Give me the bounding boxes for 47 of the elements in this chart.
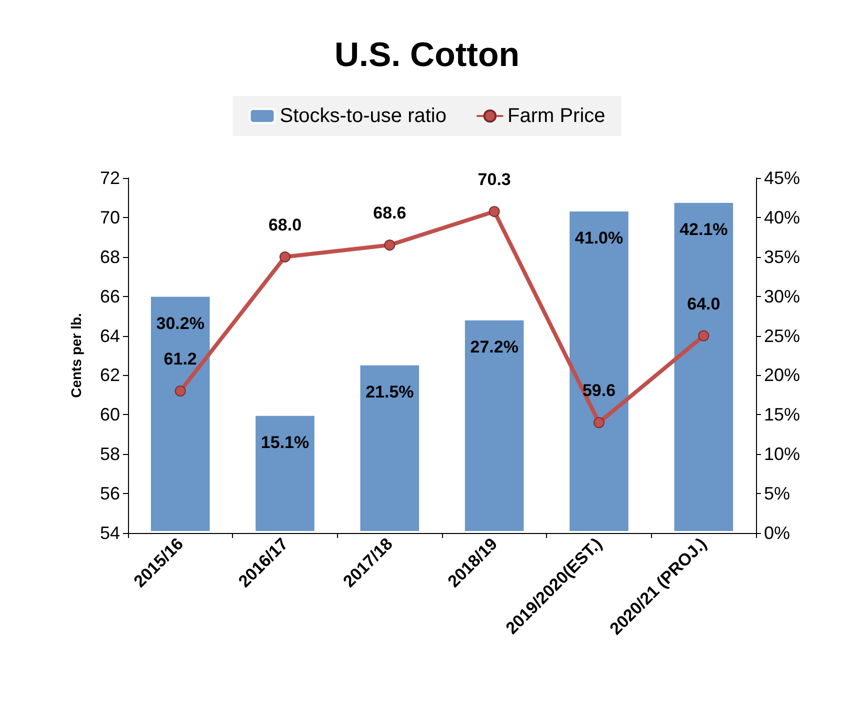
data-label: 15.1% bbox=[260, 432, 310, 452]
chart-title: U.S. Cotton bbox=[334, 36, 520, 74]
legend-label: Farm Price bbox=[507, 105, 606, 127]
legend-label: Stocks-to-use ratio bbox=[280, 105, 446, 127]
point bbox=[174, 386, 186, 396]
y-tick-label: 54 bbox=[100, 523, 120, 543]
data-label: 21.5% bbox=[366, 382, 414, 402]
y-tick-label: 58 bbox=[100, 444, 120, 464]
y2-tick-label: 45% bbox=[764, 168, 800, 188]
data-label: 27.2% bbox=[470, 337, 518, 356]
data-label: 64.0 bbox=[687, 294, 720, 314]
y2-tick-label: 40% bbox=[764, 207, 800, 228]
y-tick-label: 64 bbox=[100, 326, 120, 346]
y-tick-label: 62 bbox=[100, 365, 120, 386]
point bbox=[384, 240, 396, 251]
y-tick-label: 66 bbox=[100, 286, 120, 306]
y-tick-label: 60 bbox=[100, 404, 120, 425]
y2-tick-label: 0% bbox=[764, 523, 790, 543]
point bbox=[594, 417, 604, 428]
y2-tick-label: 10% bbox=[764, 444, 800, 464]
bar bbox=[358, 363, 422, 533]
y2-tick-label: 20% bbox=[764, 365, 800, 386]
bar bbox=[148, 294, 212, 533]
y-axis-title: Cents per lb. bbox=[68, 313, 84, 398]
bar bbox=[254, 414, 316, 533]
data-label: 70.3 bbox=[478, 170, 511, 190]
y2-tick-label: 30% bbox=[764, 286, 800, 306]
bar bbox=[568, 210, 630, 533]
y2-tick-label: 15% bbox=[764, 404, 800, 425]
point bbox=[698, 330, 710, 342]
data-label: 61.2 bbox=[164, 350, 197, 368]
y2-tick-label: 25% bbox=[764, 326, 800, 346]
bar bbox=[462, 318, 526, 533]
data-label: 41.0% bbox=[574, 228, 624, 248]
data-label: 42.1% bbox=[680, 220, 728, 239]
data-label: 30.2% bbox=[156, 314, 204, 333]
point bbox=[280, 251, 290, 262]
y2-tick-label: 5% bbox=[764, 484, 790, 504]
point bbox=[488, 206, 500, 218]
y2-tick-label: 35% bbox=[764, 246, 800, 267]
data-label: 68.0 bbox=[268, 215, 302, 234]
y-tick-label: 70 bbox=[100, 207, 120, 228]
data-label: 68.6 bbox=[373, 204, 406, 223]
bar bbox=[672, 200, 736, 533]
y-tick-label: 56 bbox=[100, 484, 120, 504]
y-tick-label: 72 bbox=[100, 168, 120, 188]
y-tick-label: 68 bbox=[100, 246, 120, 267]
